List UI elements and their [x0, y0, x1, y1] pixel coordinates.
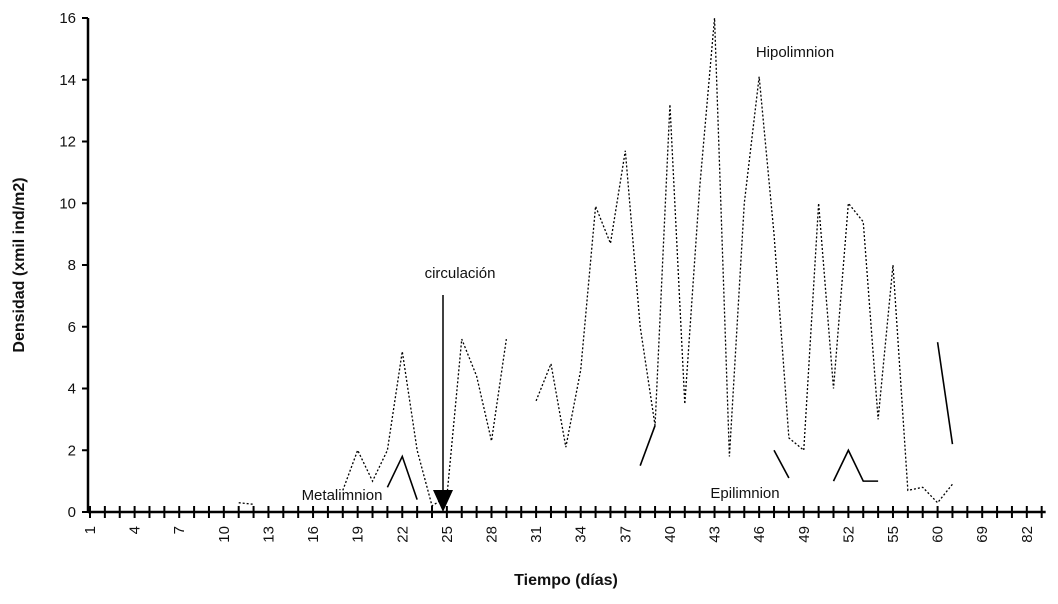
x-tick-label: 4: [127, 526, 144, 534]
x-tick-label: 46: [751, 526, 768, 543]
x-tick-label: 1: [82, 526, 99, 534]
x-tick-label: 7: [171, 526, 188, 534]
x-tick-label: 31: [528, 526, 545, 543]
x-tick-label: 82: [1019, 526, 1036, 543]
arrow-head: [433, 490, 453, 512]
series-line: [342, 338, 508, 507]
x-tick-label: 40: [662, 526, 679, 543]
y-tick-label: 0: [68, 504, 76, 521]
y-tick-label: 4: [68, 381, 76, 398]
y-tick-label: 16: [59, 10, 76, 27]
series-line: [832, 448, 879, 482]
x-tick-label: 43: [707, 526, 724, 543]
y-axis-title: Densidad (xmil ind/m2): [11, 177, 28, 352]
x-tick-label: 25: [439, 526, 456, 543]
x-tick-label: 34: [573, 526, 590, 543]
series-line: [639, 425, 656, 466]
y-tick-label: 6: [68, 319, 76, 336]
x-tick-label: 55: [885, 526, 902, 543]
x-tick-label: 49: [796, 526, 813, 543]
series-line: [936, 342, 954, 445]
x-tick-label: 28: [483, 526, 500, 543]
series-label: Epilimnion: [710, 485, 779, 502]
series-line: [386, 454, 418, 500]
x-tick-label: 10: [216, 526, 233, 543]
series-line: [238, 502, 254, 505]
x-tick-label: 60: [930, 526, 947, 543]
series-label: Hipolimnion: [756, 44, 834, 61]
y-tick-label: 10: [59, 195, 76, 212]
series-line: [773, 449, 790, 479]
x-axis-title: Tiempo (días): [514, 572, 618, 589]
y-tick-label: 14: [59, 72, 76, 89]
annotation: circulación: [425, 265, 496, 282]
x-tick-label: 52: [840, 526, 857, 543]
y-tick-label: 8: [68, 257, 76, 274]
y-tick-label: 2: [68, 442, 76, 459]
y-tick-label: 12: [59, 134, 76, 151]
x-tick-label: 13: [260, 526, 277, 543]
x-tick-label: 37: [617, 526, 634, 543]
x-tick-label: 19: [350, 526, 367, 543]
series-label: Metalimnion: [302, 487, 383, 504]
x-tick-label: 16: [305, 526, 322, 543]
x-tick-label: 22: [394, 526, 411, 543]
x-tick-label: 69: [974, 526, 991, 543]
series-line: [535, 17, 953, 504]
